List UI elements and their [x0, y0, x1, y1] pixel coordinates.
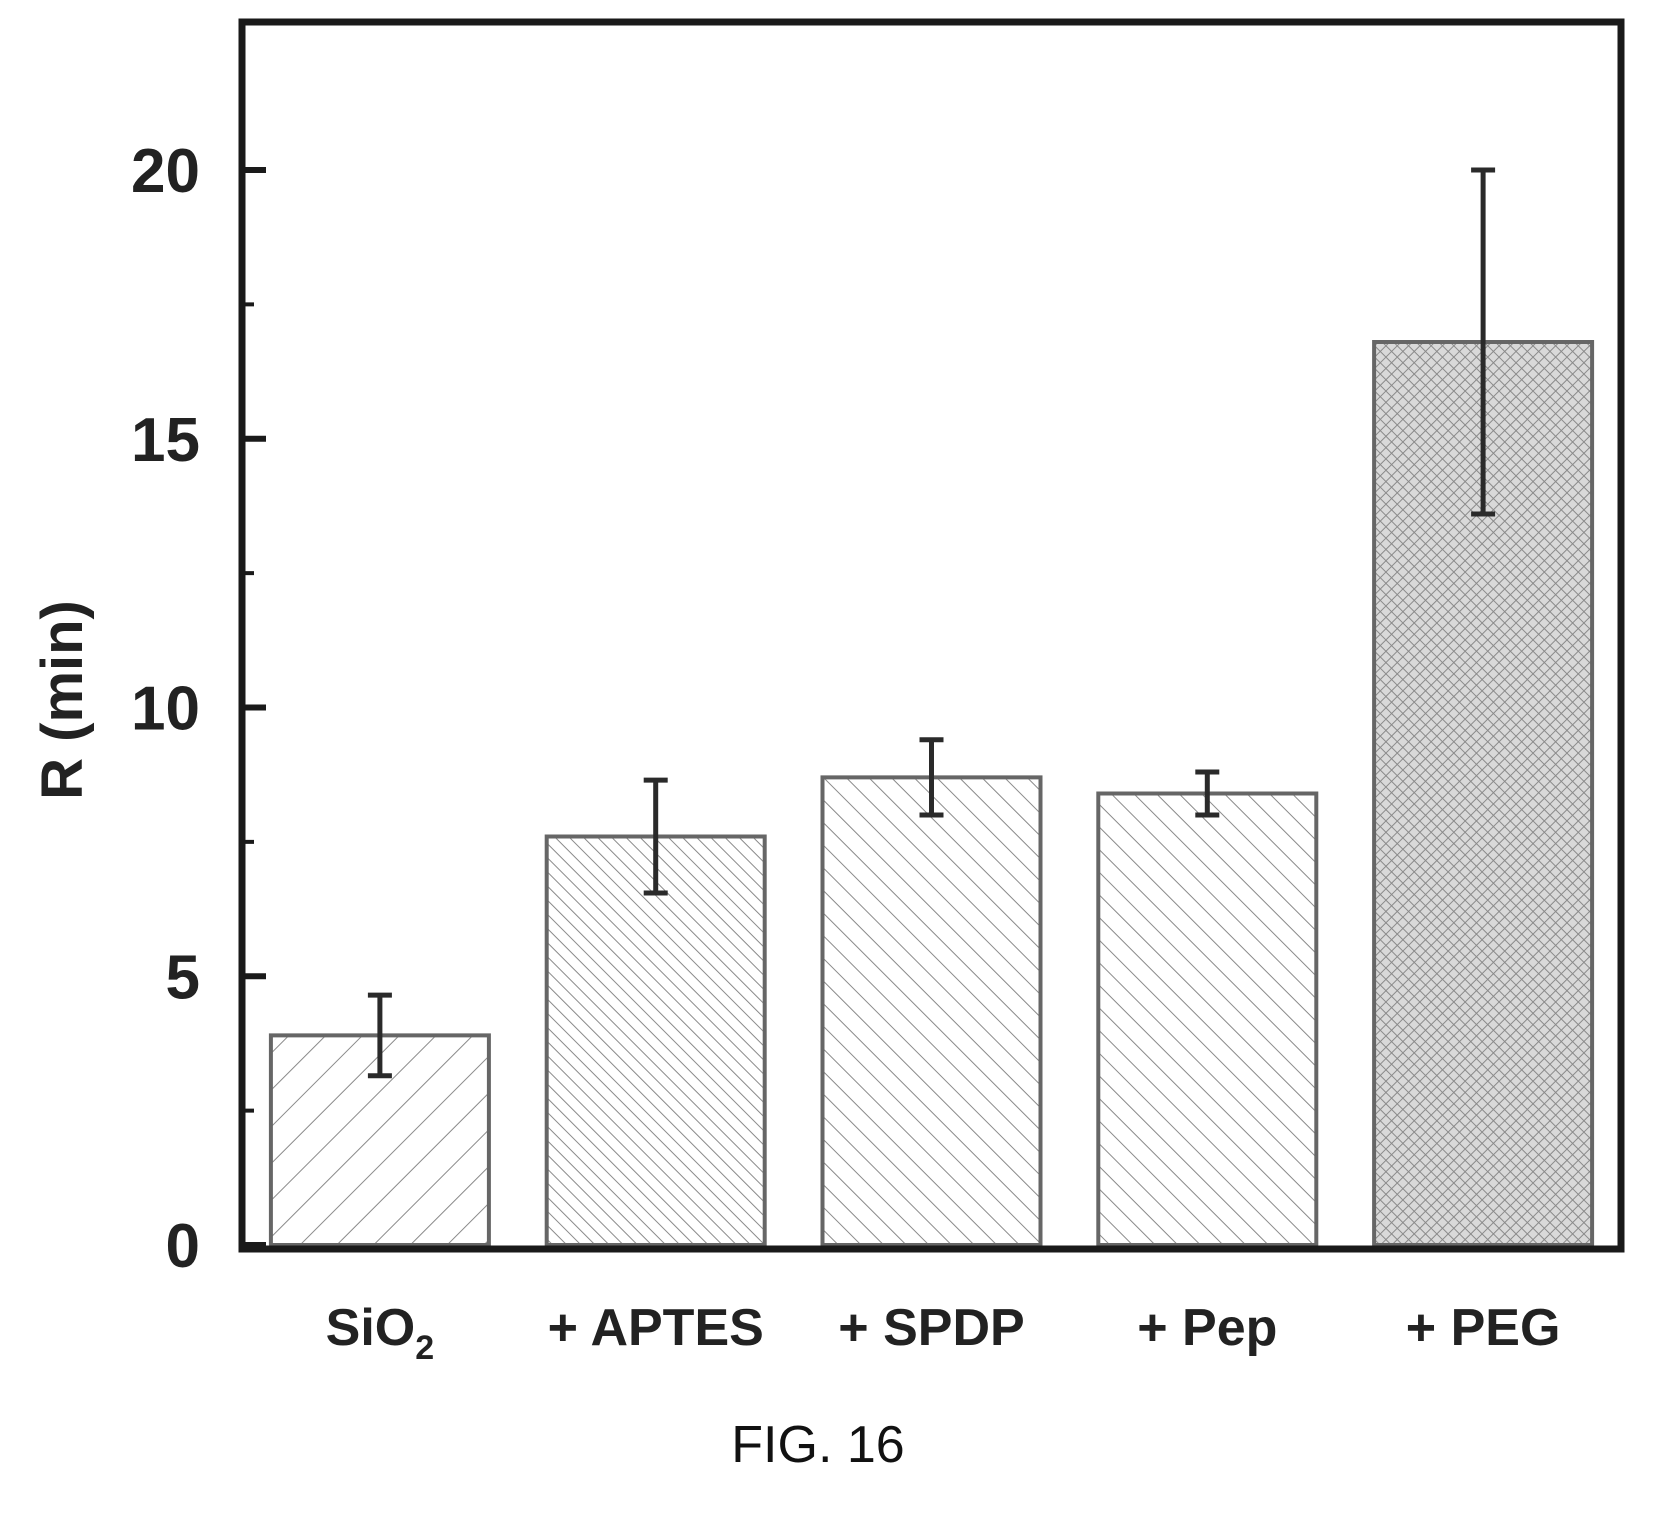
figure-caption: FIG. 16 [731, 1416, 904, 1474]
plot-frame [238, 18, 1625, 1253]
y-axis-label: R (min) [30, 600, 95, 800]
x-axis: SiO2 + APTES + SPDP + Pep + PEG [326, 1299, 1561, 1367]
bar-3 [1096, 791, 1319, 1247]
x-tick-label-0: SiO2 [326, 1299, 435, 1367]
error-bars-layer [367, 167, 1496, 1079]
y-axis: 0 5 10 15 20 [131, 137, 266, 1281]
error-bar-0 [367, 992, 392, 1079]
y-tick-label-0: 0 [166, 1212, 200, 1281]
x-tick-label-3: + Pep [1137, 1299, 1277, 1357]
error-bar-4 [1471, 167, 1496, 517]
error-bar-1 [643, 777, 668, 896]
y-tick-label-2: 10 [131, 675, 200, 744]
error-bar-3 [1195, 769, 1220, 818]
y-tick-label-3: 15 [131, 406, 200, 475]
y-tick-label-1: 5 [166, 943, 200, 1012]
x-tick-label-1: + APTES [548, 1299, 764, 1357]
x-tick-label-2: + SPDP [838, 1299, 1024, 1357]
x-tick-label-4: + PEG [1406, 1299, 1561, 1357]
bar-1 [544, 834, 767, 1247]
bar-2 [820, 775, 1043, 1247]
y-tick-label-4: 20 [131, 137, 200, 206]
error-bar-2 [919, 737, 944, 818]
